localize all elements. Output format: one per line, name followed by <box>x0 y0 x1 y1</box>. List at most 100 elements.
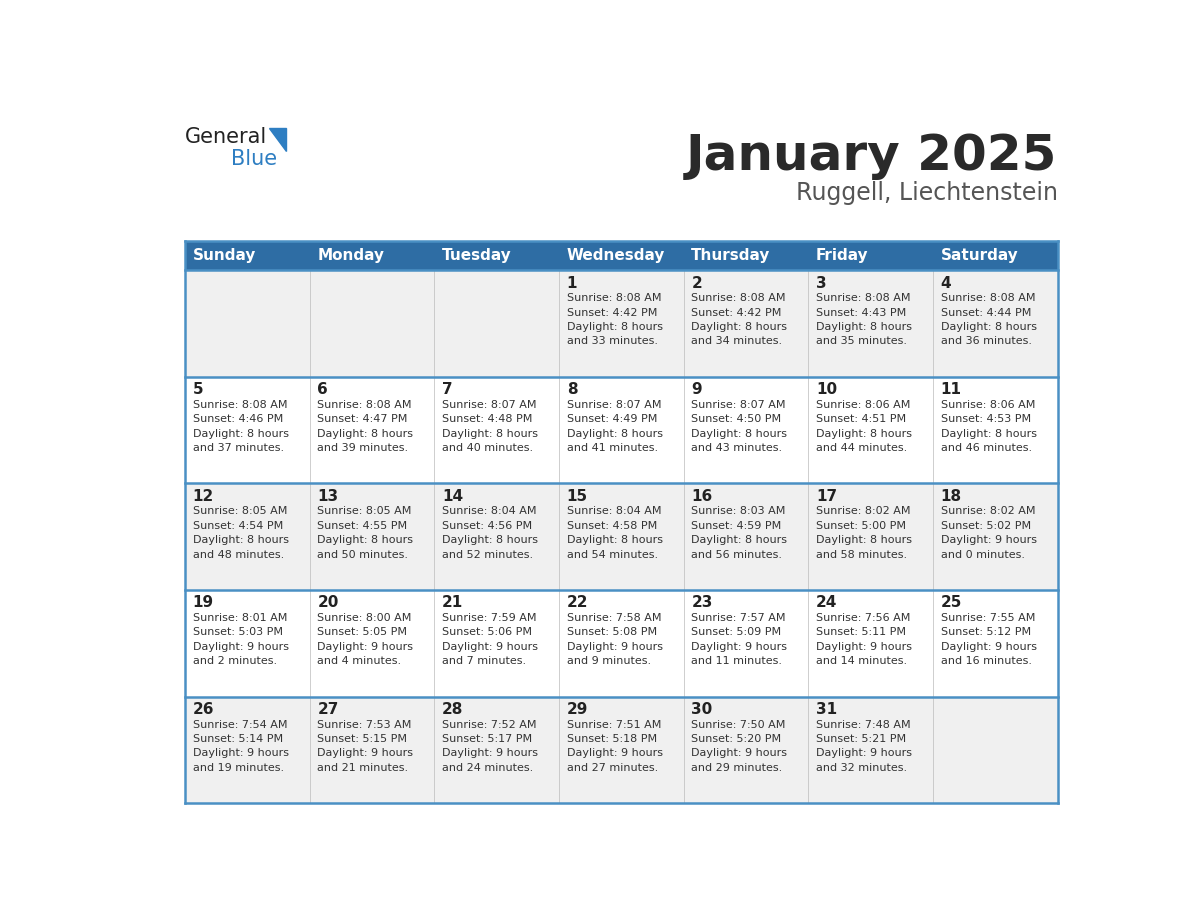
Text: Sunrise: 8:05 AM
Sunset: 4:54 PM
Daylight: 8 hours
and 48 minutes.: Sunrise: 8:05 AM Sunset: 4:54 PM Dayligh… <box>192 507 289 560</box>
Bar <box>310 484 435 590</box>
Text: 24: 24 <box>816 596 838 610</box>
Text: Sunrise: 8:06 AM
Sunset: 4:51 PM
Daylight: 8 hours
and 44 minutes.: Sunrise: 8:06 AM Sunset: 4:51 PM Dayligh… <box>816 400 912 453</box>
Text: 23: 23 <box>691 596 713 610</box>
Bar <box>435 590 558 697</box>
Text: Sunrise: 7:57 AM
Sunset: 5:09 PM
Daylight: 9 hours
and 11 minutes.: Sunrise: 7:57 AM Sunset: 5:09 PM Dayligh… <box>691 613 788 666</box>
Text: 10: 10 <box>816 382 838 397</box>
Text: 21: 21 <box>442 596 463 610</box>
Bar <box>310 590 435 697</box>
Bar <box>683 590 808 697</box>
Bar <box>808 697 933 803</box>
Text: Sunrise: 8:08 AM
Sunset: 4:44 PM
Daylight: 8 hours
and 36 minutes.: Sunrise: 8:08 AM Sunset: 4:44 PM Dayligh… <box>941 293 1037 346</box>
Bar <box>683 484 808 590</box>
Text: Sunrise: 8:04 AM
Sunset: 4:56 PM
Daylight: 8 hours
and 52 minutes.: Sunrise: 8:04 AM Sunset: 4:56 PM Dayligh… <box>442 507 538 560</box>
Bar <box>558 270 683 376</box>
Bar <box>435 376 558 484</box>
Bar <box>310 376 435 484</box>
Bar <box>683 376 808 484</box>
Text: Sunrise: 7:54 AM
Sunset: 5:14 PM
Daylight: 9 hours
and 19 minutes.: Sunrise: 7:54 AM Sunset: 5:14 PM Dayligh… <box>192 720 289 773</box>
Bar <box>933 484 1057 590</box>
Bar <box>185 484 310 590</box>
Text: Thursday: Thursday <box>691 248 771 263</box>
Text: 14: 14 <box>442 488 463 504</box>
Text: Sunrise: 8:02 AM
Sunset: 5:00 PM
Daylight: 8 hours
and 58 minutes.: Sunrise: 8:02 AM Sunset: 5:00 PM Dayligh… <box>816 507 912 560</box>
Text: Blue: Blue <box>232 149 278 169</box>
Text: Ruggell, Liechtenstein: Ruggell, Liechtenstein <box>796 181 1057 205</box>
Text: 15: 15 <box>567 488 588 504</box>
Bar <box>435 484 558 590</box>
Text: Sunrise: 8:00 AM
Sunset: 5:05 PM
Daylight: 9 hours
and 4 minutes.: Sunrise: 8:00 AM Sunset: 5:05 PM Dayligh… <box>317 613 413 666</box>
Text: 16: 16 <box>691 488 713 504</box>
Bar <box>683 697 808 803</box>
Bar <box>558 590 683 697</box>
Text: Sunrise: 8:07 AM
Sunset: 4:50 PM
Daylight: 8 hours
and 43 minutes.: Sunrise: 8:07 AM Sunset: 4:50 PM Dayligh… <box>691 400 788 453</box>
Bar <box>185 270 310 376</box>
Text: Sunrise: 8:08 AM
Sunset: 4:43 PM
Daylight: 8 hours
and 35 minutes.: Sunrise: 8:08 AM Sunset: 4:43 PM Dayligh… <box>816 293 912 346</box>
Text: Sunrise: 8:01 AM
Sunset: 5:03 PM
Daylight: 9 hours
and 2 minutes.: Sunrise: 8:01 AM Sunset: 5:03 PM Dayligh… <box>192 613 289 666</box>
Text: Sunrise: 7:51 AM
Sunset: 5:18 PM
Daylight: 9 hours
and 27 minutes.: Sunrise: 7:51 AM Sunset: 5:18 PM Dayligh… <box>567 720 663 773</box>
Text: Sunrise: 8:07 AM
Sunset: 4:49 PM
Daylight: 8 hours
and 41 minutes.: Sunrise: 8:07 AM Sunset: 4:49 PM Dayligh… <box>567 400 663 453</box>
Text: 5: 5 <box>192 382 203 397</box>
Bar <box>808 484 933 590</box>
Bar <box>185 376 310 484</box>
Text: 12: 12 <box>192 488 214 504</box>
Text: Sunrise: 8:08 AM
Sunset: 4:42 PM
Daylight: 8 hours
and 34 minutes.: Sunrise: 8:08 AM Sunset: 4:42 PM Dayligh… <box>691 293 788 346</box>
Text: 22: 22 <box>567 596 588 610</box>
Bar <box>310 270 435 376</box>
Bar <box>558 697 683 803</box>
Text: 19: 19 <box>192 596 214 610</box>
Text: General: General <box>185 127 267 147</box>
Text: Sunrise: 7:53 AM
Sunset: 5:15 PM
Daylight: 9 hours
and 21 minutes.: Sunrise: 7:53 AM Sunset: 5:15 PM Dayligh… <box>317 720 413 773</box>
Text: Sunrise: 8:08 AM
Sunset: 4:42 PM
Daylight: 8 hours
and 33 minutes.: Sunrise: 8:08 AM Sunset: 4:42 PM Dayligh… <box>567 293 663 346</box>
Text: 18: 18 <box>941 488 962 504</box>
Text: 31: 31 <box>816 702 838 717</box>
Text: Tuesday: Tuesday <box>442 248 512 263</box>
Bar <box>933 590 1057 697</box>
Text: Saturday: Saturday <box>941 248 1018 263</box>
Bar <box>683 270 808 376</box>
Bar <box>185 697 310 803</box>
Bar <box>808 270 933 376</box>
Text: Monday: Monday <box>317 248 385 263</box>
Text: Sunrise: 7:58 AM
Sunset: 5:08 PM
Daylight: 9 hours
and 9 minutes.: Sunrise: 7:58 AM Sunset: 5:08 PM Dayligh… <box>567 613 663 666</box>
Text: 29: 29 <box>567 702 588 717</box>
Text: Sunrise: 7:52 AM
Sunset: 5:17 PM
Daylight: 9 hours
and 24 minutes.: Sunrise: 7:52 AM Sunset: 5:17 PM Dayligh… <box>442 720 538 773</box>
Bar <box>933 697 1057 803</box>
Text: Sunrise: 7:59 AM
Sunset: 5:06 PM
Daylight: 9 hours
and 7 minutes.: Sunrise: 7:59 AM Sunset: 5:06 PM Dayligh… <box>442 613 538 666</box>
Text: 27: 27 <box>317 702 339 717</box>
Text: 1: 1 <box>567 275 577 291</box>
Text: Sunrise: 8:05 AM
Sunset: 4:55 PM
Daylight: 8 hours
and 50 minutes.: Sunrise: 8:05 AM Sunset: 4:55 PM Dayligh… <box>317 507 413 560</box>
Text: 4: 4 <box>941 275 952 291</box>
Text: 6: 6 <box>317 382 328 397</box>
Text: Sunrise: 8:04 AM
Sunset: 4:58 PM
Daylight: 8 hours
and 54 minutes.: Sunrise: 8:04 AM Sunset: 4:58 PM Dayligh… <box>567 507 663 560</box>
Text: Sunrise: 8:02 AM
Sunset: 5:02 PM
Daylight: 9 hours
and 0 minutes.: Sunrise: 8:02 AM Sunset: 5:02 PM Dayligh… <box>941 507 1037 560</box>
Text: 30: 30 <box>691 702 713 717</box>
Text: 9: 9 <box>691 382 702 397</box>
Bar <box>185 241 1057 270</box>
Bar <box>808 590 933 697</box>
Text: Sunrise: 7:48 AM
Sunset: 5:21 PM
Daylight: 9 hours
and 32 minutes.: Sunrise: 7:48 AM Sunset: 5:21 PM Dayligh… <box>816 720 912 773</box>
Text: 7: 7 <box>442 382 453 397</box>
Text: 26: 26 <box>192 702 214 717</box>
Text: 25: 25 <box>941 596 962 610</box>
Text: Sunrise: 8:08 AM
Sunset: 4:46 PM
Daylight: 8 hours
and 37 minutes.: Sunrise: 8:08 AM Sunset: 4:46 PM Dayligh… <box>192 400 289 453</box>
Text: Sunday: Sunday <box>192 248 257 263</box>
Text: Friday: Friday <box>816 248 868 263</box>
Bar <box>558 484 683 590</box>
Text: Sunrise: 8:06 AM
Sunset: 4:53 PM
Daylight: 8 hours
and 46 minutes.: Sunrise: 8:06 AM Sunset: 4:53 PM Dayligh… <box>941 400 1037 453</box>
Bar <box>933 376 1057 484</box>
Text: Sunrise: 8:03 AM
Sunset: 4:59 PM
Daylight: 8 hours
and 56 minutes.: Sunrise: 8:03 AM Sunset: 4:59 PM Dayligh… <box>691 507 788 560</box>
Text: 20: 20 <box>317 596 339 610</box>
Polygon shape <box>268 128 285 151</box>
Text: 8: 8 <box>567 382 577 397</box>
Text: 17: 17 <box>816 488 838 504</box>
Bar <box>808 376 933 484</box>
Bar <box>435 270 558 376</box>
Text: Sunrise: 7:55 AM
Sunset: 5:12 PM
Daylight: 9 hours
and 16 minutes.: Sunrise: 7:55 AM Sunset: 5:12 PM Dayligh… <box>941 613 1037 666</box>
Text: Sunrise: 8:07 AM
Sunset: 4:48 PM
Daylight: 8 hours
and 40 minutes.: Sunrise: 8:07 AM Sunset: 4:48 PM Dayligh… <box>442 400 538 453</box>
Text: Sunrise: 8:08 AM
Sunset: 4:47 PM
Daylight: 8 hours
and 39 minutes.: Sunrise: 8:08 AM Sunset: 4:47 PM Dayligh… <box>317 400 413 453</box>
Text: Sunrise: 7:56 AM
Sunset: 5:11 PM
Daylight: 9 hours
and 14 minutes.: Sunrise: 7:56 AM Sunset: 5:11 PM Dayligh… <box>816 613 912 666</box>
Text: January 2025: January 2025 <box>687 131 1057 180</box>
Text: 2: 2 <box>691 275 702 291</box>
Bar <box>310 697 435 803</box>
